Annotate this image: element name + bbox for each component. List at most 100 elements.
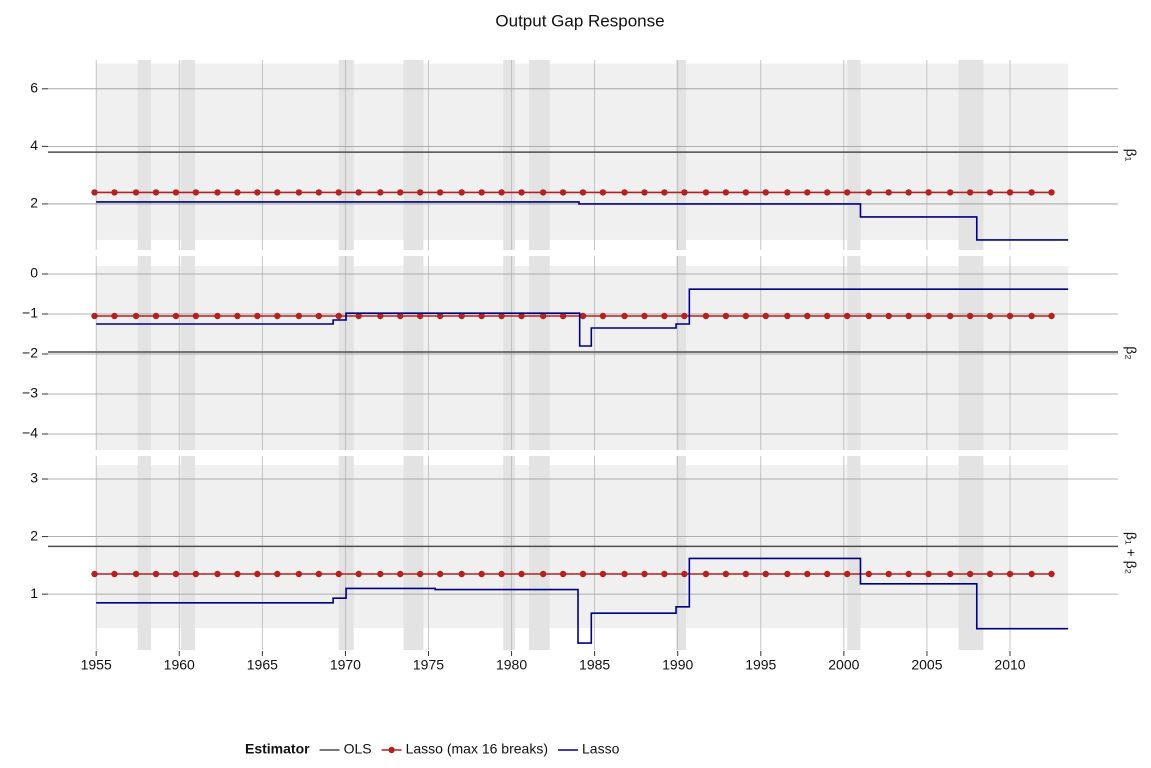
y-tick-label: 1 [30, 585, 38, 601]
legend-label: Lasso [582, 741, 620, 757]
point [498, 312, 505, 320]
point [539, 189, 547, 196]
point [925, 189, 932, 196]
legend-key [388, 746, 395, 754]
y-tick-label: −1 [22, 305, 38, 321]
point [91, 570, 98, 578]
recession-band [676, 256, 687, 450]
point [397, 570, 404, 578]
point [132, 570, 140, 578]
point [295, 189, 303, 196]
point [621, 570, 628, 578]
point [1048, 189, 1055, 196]
recession-band [503, 60, 515, 250]
recession-band [403, 256, 424, 450]
data-band [96, 266, 1069, 450]
point [397, 312, 404, 320]
x-tick-label: 1995 [745, 657, 776, 673]
point [865, 570, 872, 578]
point [335, 189, 342, 196]
x-tick-label: 1965 [247, 657, 278, 673]
x-tick-label: 1980 [496, 657, 527, 673]
recession-band [847, 256, 861, 450]
point [824, 189, 831, 196]
point [742, 570, 750, 578]
point [111, 312, 118, 320]
point [498, 570, 505, 578]
series-line [96, 201, 1069, 241]
point [355, 312, 362, 320]
point [458, 189, 465, 196]
recession-band [958, 456, 984, 650]
point [966, 189, 974, 196]
point [885, 189, 892, 196]
point [214, 189, 221, 196]
point [681, 189, 688, 196]
point [478, 312, 485, 320]
point [1006, 189, 1014, 196]
point [478, 570, 485, 578]
point [214, 312, 221, 320]
point [458, 312, 465, 320]
point [722, 570, 730, 578]
y-tick-label: 6 [30, 79, 38, 95]
point [702, 189, 710, 196]
point [111, 570, 118, 578]
recession-band [847, 60, 861, 250]
point [762, 570, 769, 578]
point [661, 570, 668, 578]
point [925, 312, 932, 320]
y-tick-label: 2 [30, 195, 38, 211]
point [254, 312, 261, 320]
point [925, 570, 932, 578]
y-tick-label: 4 [30, 137, 38, 153]
point [152, 570, 160, 578]
point [274, 312, 281, 320]
legend-label: Lasso (max 16 breaks) [406, 741, 548, 757]
point [784, 312, 791, 320]
recession-band [958, 60, 984, 250]
point [599, 312, 607, 320]
point [214, 570, 221, 578]
point [416, 189, 424, 196]
point [91, 189, 98, 196]
point [518, 312, 525, 320]
point [702, 570, 710, 578]
point [436, 570, 444, 578]
point [579, 189, 587, 196]
point [416, 570, 424, 578]
point [865, 312, 872, 320]
point [416, 312, 424, 320]
point [681, 570, 688, 578]
point [436, 312, 444, 320]
point [132, 189, 140, 196]
x-tick-label: 1970 [330, 657, 361, 673]
point [865, 189, 872, 196]
point [377, 570, 384, 578]
point [559, 570, 567, 578]
point [559, 312, 567, 320]
point [254, 570, 261, 578]
point [377, 312, 384, 320]
point [579, 312, 587, 320]
point [234, 312, 241, 320]
point [172, 570, 180, 578]
legend-title: Estimator [245, 741, 310, 757]
x-tick-label: 2010 [994, 657, 1025, 673]
point [295, 570, 303, 578]
point [1006, 570, 1014, 578]
x-tick-label: 1960 [164, 657, 195, 673]
recession-band [137, 456, 152, 650]
point [172, 189, 180, 196]
point [742, 312, 750, 320]
y-tick-label: 0 [30, 265, 38, 281]
y-tick-label: 2 [30, 527, 38, 543]
point [111, 189, 118, 196]
recession-band [676, 60, 687, 250]
point [295, 312, 303, 320]
point [946, 312, 954, 320]
recession-band [503, 256, 515, 450]
point [192, 570, 200, 578]
point [946, 570, 954, 578]
point [1048, 570, 1055, 578]
